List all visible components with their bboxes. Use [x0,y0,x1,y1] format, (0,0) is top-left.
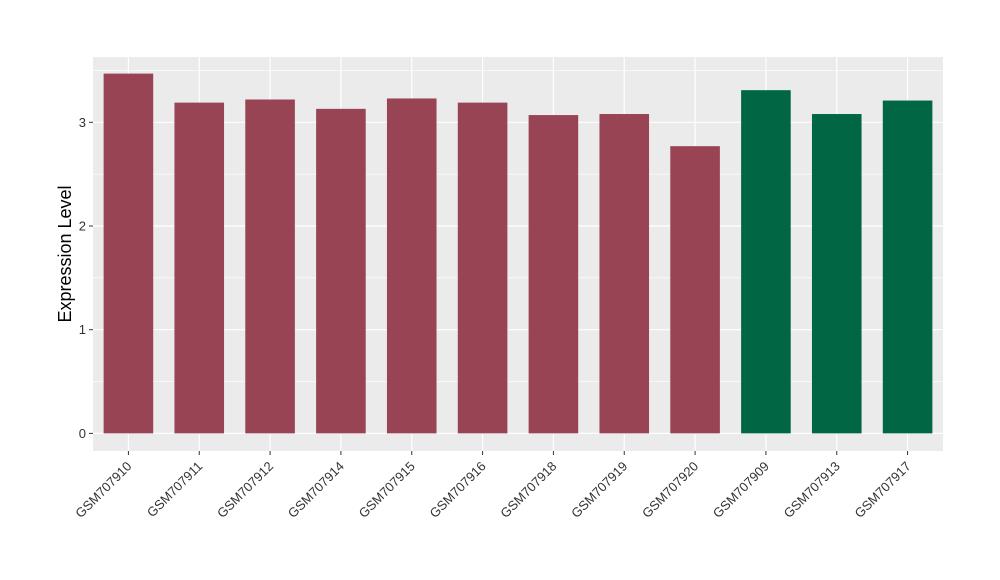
bar-GSM707912 [245,99,295,434]
x-tick-label: GSM707911 [144,459,206,521]
x-tick-label: GSM707916 [426,459,488,521]
x-tick-label: GSM707917 [851,459,913,521]
bar-GSM707918 [528,115,579,434]
x-tick-label: GSM707910 [72,459,134,521]
bars [103,73,933,434]
x-tick-label: GSM707919 [568,459,630,521]
y-tick-label: 3 [79,115,86,130]
bar-GSM707913 [811,114,862,434]
x-tick-label: GSM707909 [710,459,772,521]
bar-GSM707909 [741,90,791,434]
bar-GSM707910 [103,73,154,434]
x-axis: GSM707910 GSM707911 GSM707912 GSM707914 GSM7… [72,451,914,521]
y-axis-title: Expression Level [55,185,75,322]
bar-GSM707919 [599,114,650,434]
bar-GSM707920 [670,146,720,434]
x-tick-label: GSM707914 [285,459,347,521]
x-tick-label: GSM707915 [356,459,418,521]
y-tick-label: 1 [79,322,86,337]
bar-GSM707914 [316,108,366,434]
y-tick-label: 0 [79,426,86,441]
bar-GSM707915 [386,98,437,434]
x-tick-label: GSM707918 [497,459,559,521]
bar-GSM707911 [174,102,225,434]
bar-GSM707917 [882,100,933,434]
minor-gridlines [93,70,943,382]
bar-GSM707916 [457,102,508,434]
y-axis: 0 1 2 3 [79,115,93,441]
x-tick-label: GSM707920 [639,459,701,521]
y-tick-label: 2 [79,219,86,234]
x-tick-label: GSM707913 [781,459,843,521]
x-tick-label: GSM707912 [214,459,276,521]
